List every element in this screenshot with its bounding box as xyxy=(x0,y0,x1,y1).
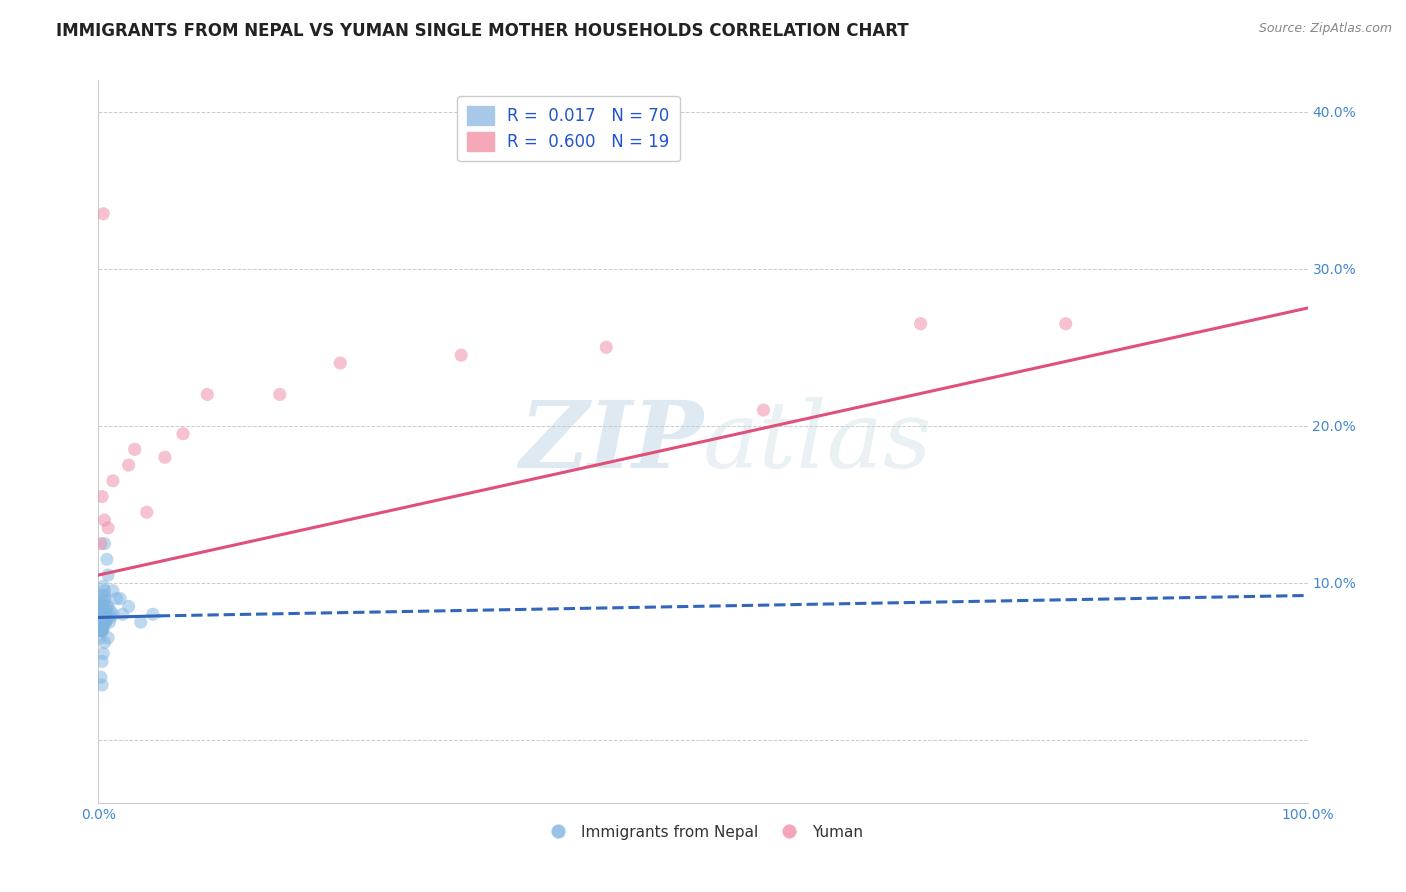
Point xyxy=(910,317,932,331)
Point xyxy=(90,607,112,622)
Point xyxy=(450,348,472,362)
Point xyxy=(93,536,115,550)
Point xyxy=(89,623,111,637)
Point xyxy=(91,655,114,669)
Point xyxy=(90,536,112,550)
Point xyxy=(91,607,114,622)
Point xyxy=(97,568,120,582)
Point xyxy=(91,678,114,692)
Point xyxy=(94,606,117,620)
Point xyxy=(91,490,114,504)
Point xyxy=(97,521,120,535)
Text: ZIP: ZIP xyxy=(519,397,703,486)
Point xyxy=(93,589,115,603)
Point xyxy=(101,474,124,488)
Point xyxy=(97,631,120,645)
Point xyxy=(93,635,115,649)
Point xyxy=(91,615,114,630)
Point xyxy=(91,647,114,661)
Point xyxy=(91,615,114,630)
Point xyxy=(108,591,131,606)
Point xyxy=(93,615,115,630)
Point xyxy=(91,623,114,637)
Point xyxy=(91,615,114,630)
Point xyxy=(91,607,114,622)
Point xyxy=(101,583,124,598)
Point xyxy=(97,599,120,614)
Point xyxy=(90,623,112,637)
Point xyxy=(91,599,114,614)
Point xyxy=(124,442,146,457)
Point xyxy=(329,356,352,370)
Point xyxy=(91,579,114,593)
Point xyxy=(91,207,114,221)
Point xyxy=(98,615,121,630)
Point xyxy=(91,623,114,637)
Point xyxy=(135,505,157,519)
Point xyxy=(1054,317,1077,331)
Point xyxy=(90,589,112,603)
Point xyxy=(269,387,291,401)
Point xyxy=(94,607,117,622)
Point xyxy=(91,607,114,622)
Point xyxy=(90,670,112,684)
Point xyxy=(90,607,112,622)
Legend: Immigrants from Nepal, Yuman: Immigrants from Nepal, Yuman xyxy=(537,819,869,846)
Point xyxy=(93,583,115,598)
Point xyxy=(91,615,114,630)
Point xyxy=(142,607,165,622)
Point xyxy=(752,403,775,417)
Point xyxy=(89,631,111,645)
Point xyxy=(91,623,114,637)
Point xyxy=(94,607,117,622)
Point xyxy=(91,604,114,618)
Point xyxy=(94,615,117,630)
Point xyxy=(93,591,115,606)
Point xyxy=(89,623,111,637)
Point xyxy=(93,595,115,609)
Point xyxy=(195,387,218,401)
Point xyxy=(90,615,112,630)
Text: Source: ZipAtlas.com: Source: ZipAtlas.com xyxy=(1258,22,1392,36)
Point xyxy=(90,599,112,614)
Point xyxy=(105,591,128,606)
Point xyxy=(90,615,112,630)
Point xyxy=(93,513,115,527)
Point xyxy=(118,458,141,472)
Point xyxy=(89,615,111,630)
Point xyxy=(129,615,152,630)
Point xyxy=(111,607,134,622)
Text: atlas: atlas xyxy=(703,397,932,486)
Point xyxy=(91,604,114,618)
Point xyxy=(91,607,114,622)
Text: IMMIGRANTS FROM NEPAL VS YUMAN SINGLE MOTHER HOUSEHOLDS CORRELATION CHART: IMMIGRANTS FROM NEPAL VS YUMAN SINGLE MO… xyxy=(56,22,908,40)
Point xyxy=(96,599,118,614)
Point xyxy=(90,604,112,618)
Point xyxy=(90,623,112,637)
Point xyxy=(94,615,117,630)
Point xyxy=(96,552,118,566)
Point xyxy=(101,607,124,622)
Point xyxy=(90,602,112,616)
Point xyxy=(153,450,176,465)
Point xyxy=(90,615,112,630)
Point xyxy=(595,340,617,354)
Point xyxy=(100,610,122,624)
Point xyxy=(91,615,114,630)
Point xyxy=(118,599,141,614)
Point xyxy=(91,610,114,624)
Point xyxy=(90,607,112,622)
Point xyxy=(100,604,122,618)
Point xyxy=(91,615,114,630)
Point xyxy=(91,615,114,630)
Point xyxy=(89,623,111,637)
Point xyxy=(91,623,114,637)
Point xyxy=(172,426,194,441)
Point xyxy=(91,599,114,614)
